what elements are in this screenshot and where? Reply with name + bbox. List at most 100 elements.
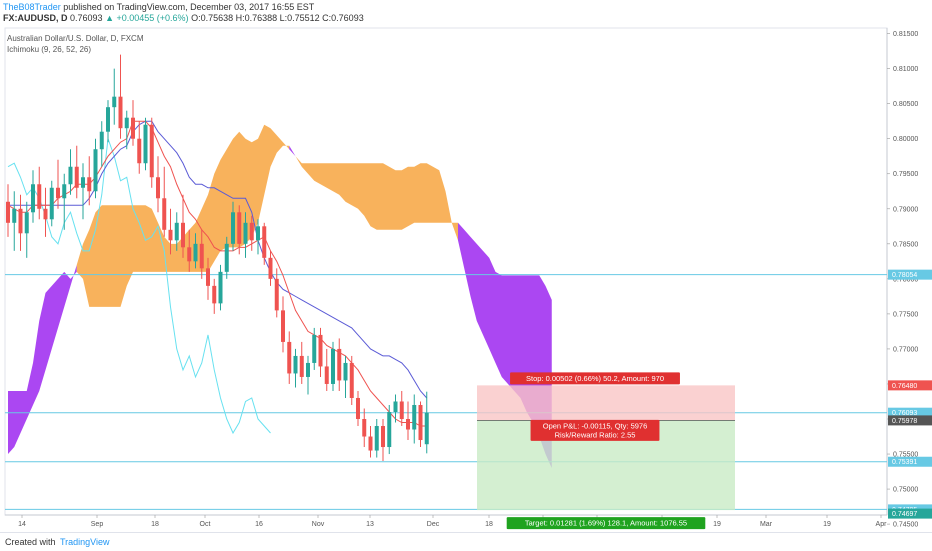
ohlc-values: O:0.75638 H:0.76388 L:0.75512 C:0.76093: [191, 13, 364, 23]
candle-up: [393, 401, 398, 412]
stop-zone: [477, 385, 735, 421]
price-tag-box: [888, 508, 932, 519]
y-tick-label: 0.80500: [893, 101, 918, 108]
candle-up: [224, 243, 229, 272]
x-tick-label: 18: [485, 521, 493, 528]
published-text: published on TradingView.com, December 0…: [63, 2, 315, 12]
x-tick-label: Mar: [760, 521, 773, 528]
x-tick-label: Nov: [312, 521, 325, 528]
x-tick-label: Oct: [200, 521, 211, 528]
candle-down: [56, 187, 60, 199]
cloud-bearish: [289, 145, 296, 157]
legend-indicator[interactable]: Ichimoku (9, 26, 52, 26): [7, 45, 92, 54]
x-tick-label: 19: [713, 521, 721, 528]
candle-down: [368, 436, 373, 451]
pnl-label: Risk/Reward Ratio: 2.55: [555, 430, 636, 439]
chikou-span-line: [7, 138, 271, 435]
candle-up: [24, 212, 29, 234]
candle-down: [262, 226, 267, 258]
price-chart[interactable]: 0.81500 0.81000 0.80500 0.80000 0.79500 0.790…: [0, 22, 932, 532]
candle-down: [324, 366, 329, 384]
y-tick-label: 0.80000: [893, 136, 918, 143]
candle-up: [243, 222, 248, 244]
candle-down: [356, 397, 360, 420]
candle-down: [399, 401, 404, 420]
candle-down: [131, 117, 135, 139]
candle-down: [87, 177, 92, 192]
candle-down: [18, 208, 23, 234]
candle-up: [387, 411, 392, 448]
price-tag-label: 0.75391: [892, 459, 917, 466]
x-tick-label: 13: [366, 521, 374, 528]
price-tag-box: [888, 269, 932, 280]
candle-up: [143, 124, 148, 164]
y-tick-label: 0.74500: [893, 522, 918, 529]
chart-legend: Australian Dollar/U.S. Dollar, D, FXCM I…: [7, 33, 143, 55]
candle-down: [237, 212, 242, 244]
x-tick-label: Apr: [876, 521, 888, 528]
price-tag-label: 0.76480: [892, 383, 917, 390]
author-link[interactable]: TheB08Trader: [3, 2, 61, 12]
price-tag-box: [888, 415, 932, 426]
candle-up: [306, 362, 310, 377]
candle-up: [231, 212, 235, 244]
candle-down: [156, 177, 160, 199]
y-tick-label: 0.81000: [893, 66, 918, 73]
y-tick-label: 0.79500: [893, 171, 918, 178]
candle-up: [124, 117, 129, 129]
created-with-text: Created with: [5, 537, 56, 547]
stop-label: Stop: 0.00502 (0.66%) 50.2, Amount: 970: [526, 374, 664, 383]
candle-down: [381, 426, 385, 448]
candle-down: [206, 268, 210, 286]
cloud-bullish: [295, 156, 458, 241]
candle-down: [162, 198, 167, 230]
candle-down: [406, 419, 410, 430]
candle-down: [43, 208, 48, 220]
candle-down: [74, 166, 79, 188]
candle-up: [112, 96, 117, 108]
pnl-label-box: [530, 419, 660, 441]
candle-down: [249, 222, 254, 241]
x-tick-label: Sep: [91, 521, 104, 528]
target-label-box: [506, 517, 706, 530]
candle-up: [31, 184, 35, 213]
candle-up: [343, 362, 348, 381]
candle-down: [318, 334, 323, 367]
last-price: 0.76093: [70, 13, 103, 23]
candle-down: [137, 138, 142, 164]
chart-area[interactable]: 0.81500 0.81000 0.80500 0.80000 0.79500 0.790…: [0, 22, 932, 532]
candle-down: [118, 96, 123, 129]
candle-down: [349, 362, 354, 398]
footer: Created with TradingView: [0, 532, 932, 551]
candle-up: [68, 166, 73, 185]
x-tick-label: 18: [151, 521, 159, 528]
candle-up: [81, 177, 85, 188]
candle-up: [293, 355, 298, 374]
header: TheB08Trader published on TradingView.co…: [0, 0, 932, 22]
price-tag-label: 0.75978: [892, 418, 917, 425]
price-tag-label: 0.74697: [892, 511, 917, 518]
candle-down: [299, 355, 304, 377]
candle-up: [174, 222, 179, 241]
candle-up: [256, 226, 260, 241]
candle-up: [93, 149, 98, 192]
candle-down: [418, 404, 423, 441]
y-tick-label: 0.77500: [893, 311, 918, 318]
legend-title: Australian Dollar/U.S. Dollar, D, FXCM: [7, 34, 144, 43]
tradingview-logo-link[interactable]: TradingView: [60, 537, 110, 547]
candle-down: [287, 341, 292, 374]
publish-line: TheB08Trader published on TradingView.co…: [3, 2, 314, 12]
candle-down: [181, 222, 185, 248]
cloud-bullish: [76, 124, 290, 307]
candle-down: [274, 278, 279, 311]
x-tick-label: 16: [255, 521, 263, 528]
candle-up: [312, 334, 317, 363]
symbol-name: FX:AUDUSD, D: [3, 13, 68, 23]
candle-down: [281, 310, 285, 342]
price-tag-label: 0.76093: [892, 410, 917, 417]
y-tick-label: 0.77000: [893, 346, 918, 353]
y-tick-label: 0.75000: [893, 487, 918, 494]
candle-down: [212, 285, 217, 304]
y-tick-label: 0.78000: [893, 276, 918, 283]
x-tick-label: 14: [18, 521, 26, 528]
